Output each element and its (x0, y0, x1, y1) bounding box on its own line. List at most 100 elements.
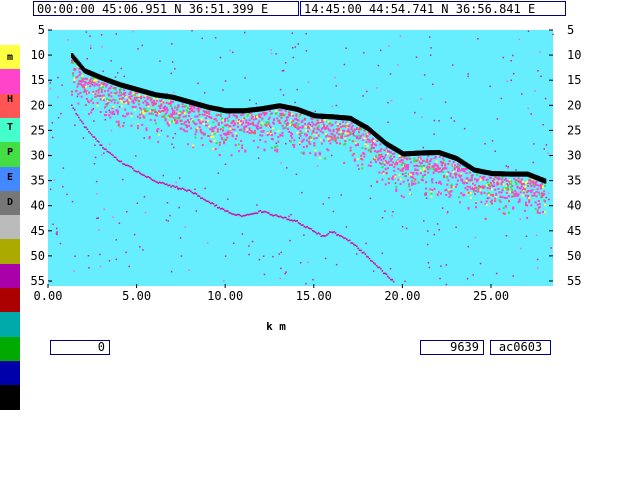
echo-point (402, 166, 405, 169)
noise-dot (543, 148, 545, 150)
echo-point (304, 133, 307, 136)
noise-dot (534, 90, 536, 92)
noise-dot (89, 47, 92, 49)
echo-point (361, 147, 364, 149)
echo-point (213, 118, 216, 121)
echo-point (218, 143, 221, 146)
echo-point (265, 121, 268, 124)
echo-point (178, 114, 181, 117)
noise-dot (93, 163, 96, 165)
echo-point (196, 127, 199, 130)
echo-point (358, 137, 361, 140)
noise-dot (383, 158, 385, 160)
noise-dot (258, 258, 261, 261)
echo-point (442, 170, 445, 173)
echo-point (164, 112, 167, 115)
noise-dot (429, 36, 431, 38)
seabed-point (518, 171, 521, 177)
noise-dot (377, 64, 380, 67)
multiple-echo-point (253, 212, 256, 215)
noise-dot (305, 50, 308, 52)
noise-dot (284, 272, 286, 275)
multiple-echo-point (197, 195, 199, 197)
echo-point (94, 93, 97, 96)
echo-point (186, 119, 189, 122)
echo-point (299, 134, 302, 137)
noise-dot (156, 130, 159, 133)
noise-dot (474, 236, 477, 239)
echo-point (424, 173, 426, 176)
noise-dot (73, 270, 75, 272)
echo-point (399, 160, 402, 163)
echo-point (207, 119, 210, 122)
echo-point (77, 102, 80, 105)
noise-dot (59, 242, 62, 245)
echo-point (139, 117, 142, 119)
echo-point (387, 177, 390, 180)
echo-point (534, 201, 537, 204)
echo-point (97, 80, 100, 83)
echo-point (121, 97, 123, 100)
echo-point (436, 194, 439, 197)
echo-point (420, 165, 423, 168)
echo-point (265, 112, 268, 115)
noise-dot (51, 122, 53, 124)
echo-point (443, 167, 446, 170)
echo-point (535, 195, 538, 198)
echo-point (71, 59, 73, 62)
echo-point (202, 123, 205, 125)
echo-point (109, 99, 112, 101)
echo-point (505, 179, 508, 182)
echo-point (365, 141, 368, 144)
echo-point (308, 122, 311, 125)
echo-point (509, 179, 512, 182)
echo-point (359, 126, 362, 129)
echo-point (403, 165, 406, 167)
noise-dot (104, 119, 107, 121)
noise-dot (388, 45, 390, 47)
echo-point (250, 130, 253, 133)
noise-dot (194, 188, 196, 191)
echo-point (382, 170, 385, 173)
echo-point (281, 134, 284, 137)
echo-point (543, 193, 546, 196)
echo-point (494, 176, 497, 179)
seabed-point (115, 81, 118, 86)
echo-point (345, 121, 348, 124)
noise-dot (512, 54, 514, 57)
echo-point (387, 182, 390, 184)
echo-point (428, 165, 431, 168)
echo-point (459, 169, 462, 172)
noise-dot (340, 194, 342, 196)
multiple-echo-point (235, 214, 238, 216)
echo-point (223, 140, 226, 143)
echo-point (536, 188, 539, 190)
echo-point (227, 133, 230, 136)
noise-dot (535, 234, 538, 236)
echo-point (101, 86, 104, 89)
echo-point (156, 98, 159, 101)
echo-point (291, 121, 294, 124)
echo-point (108, 114, 111, 117)
noise-dot (536, 258, 539, 261)
echo-point (459, 176, 462, 178)
echo-point (189, 104, 191, 107)
echo-point (304, 125, 307, 128)
echo-point (174, 119, 177, 122)
seabed-point (183, 98, 186, 104)
echo-point (285, 116, 288, 119)
echo-point (264, 111, 267, 114)
multiple-echo-point (181, 187, 184, 190)
noise-dot (414, 111, 416, 114)
echo-point (105, 85, 108, 88)
echo-point (117, 123, 120, 126)
echo-point (144, 94, 147, 97)
echo-point (486, 181, 489, 184)
echo-point (370, 144, 373, 147)
echo-point (452, 171, 455, 174)
echo-point (236, 122, 239, 125)
legend-letter-d: D (6, 197, 14, 208)
noise-dot (446, 212, 448, 215)
echo-point (138, 103, 140, 106)
multiple-echo-point (290, 219, 293, 221)
